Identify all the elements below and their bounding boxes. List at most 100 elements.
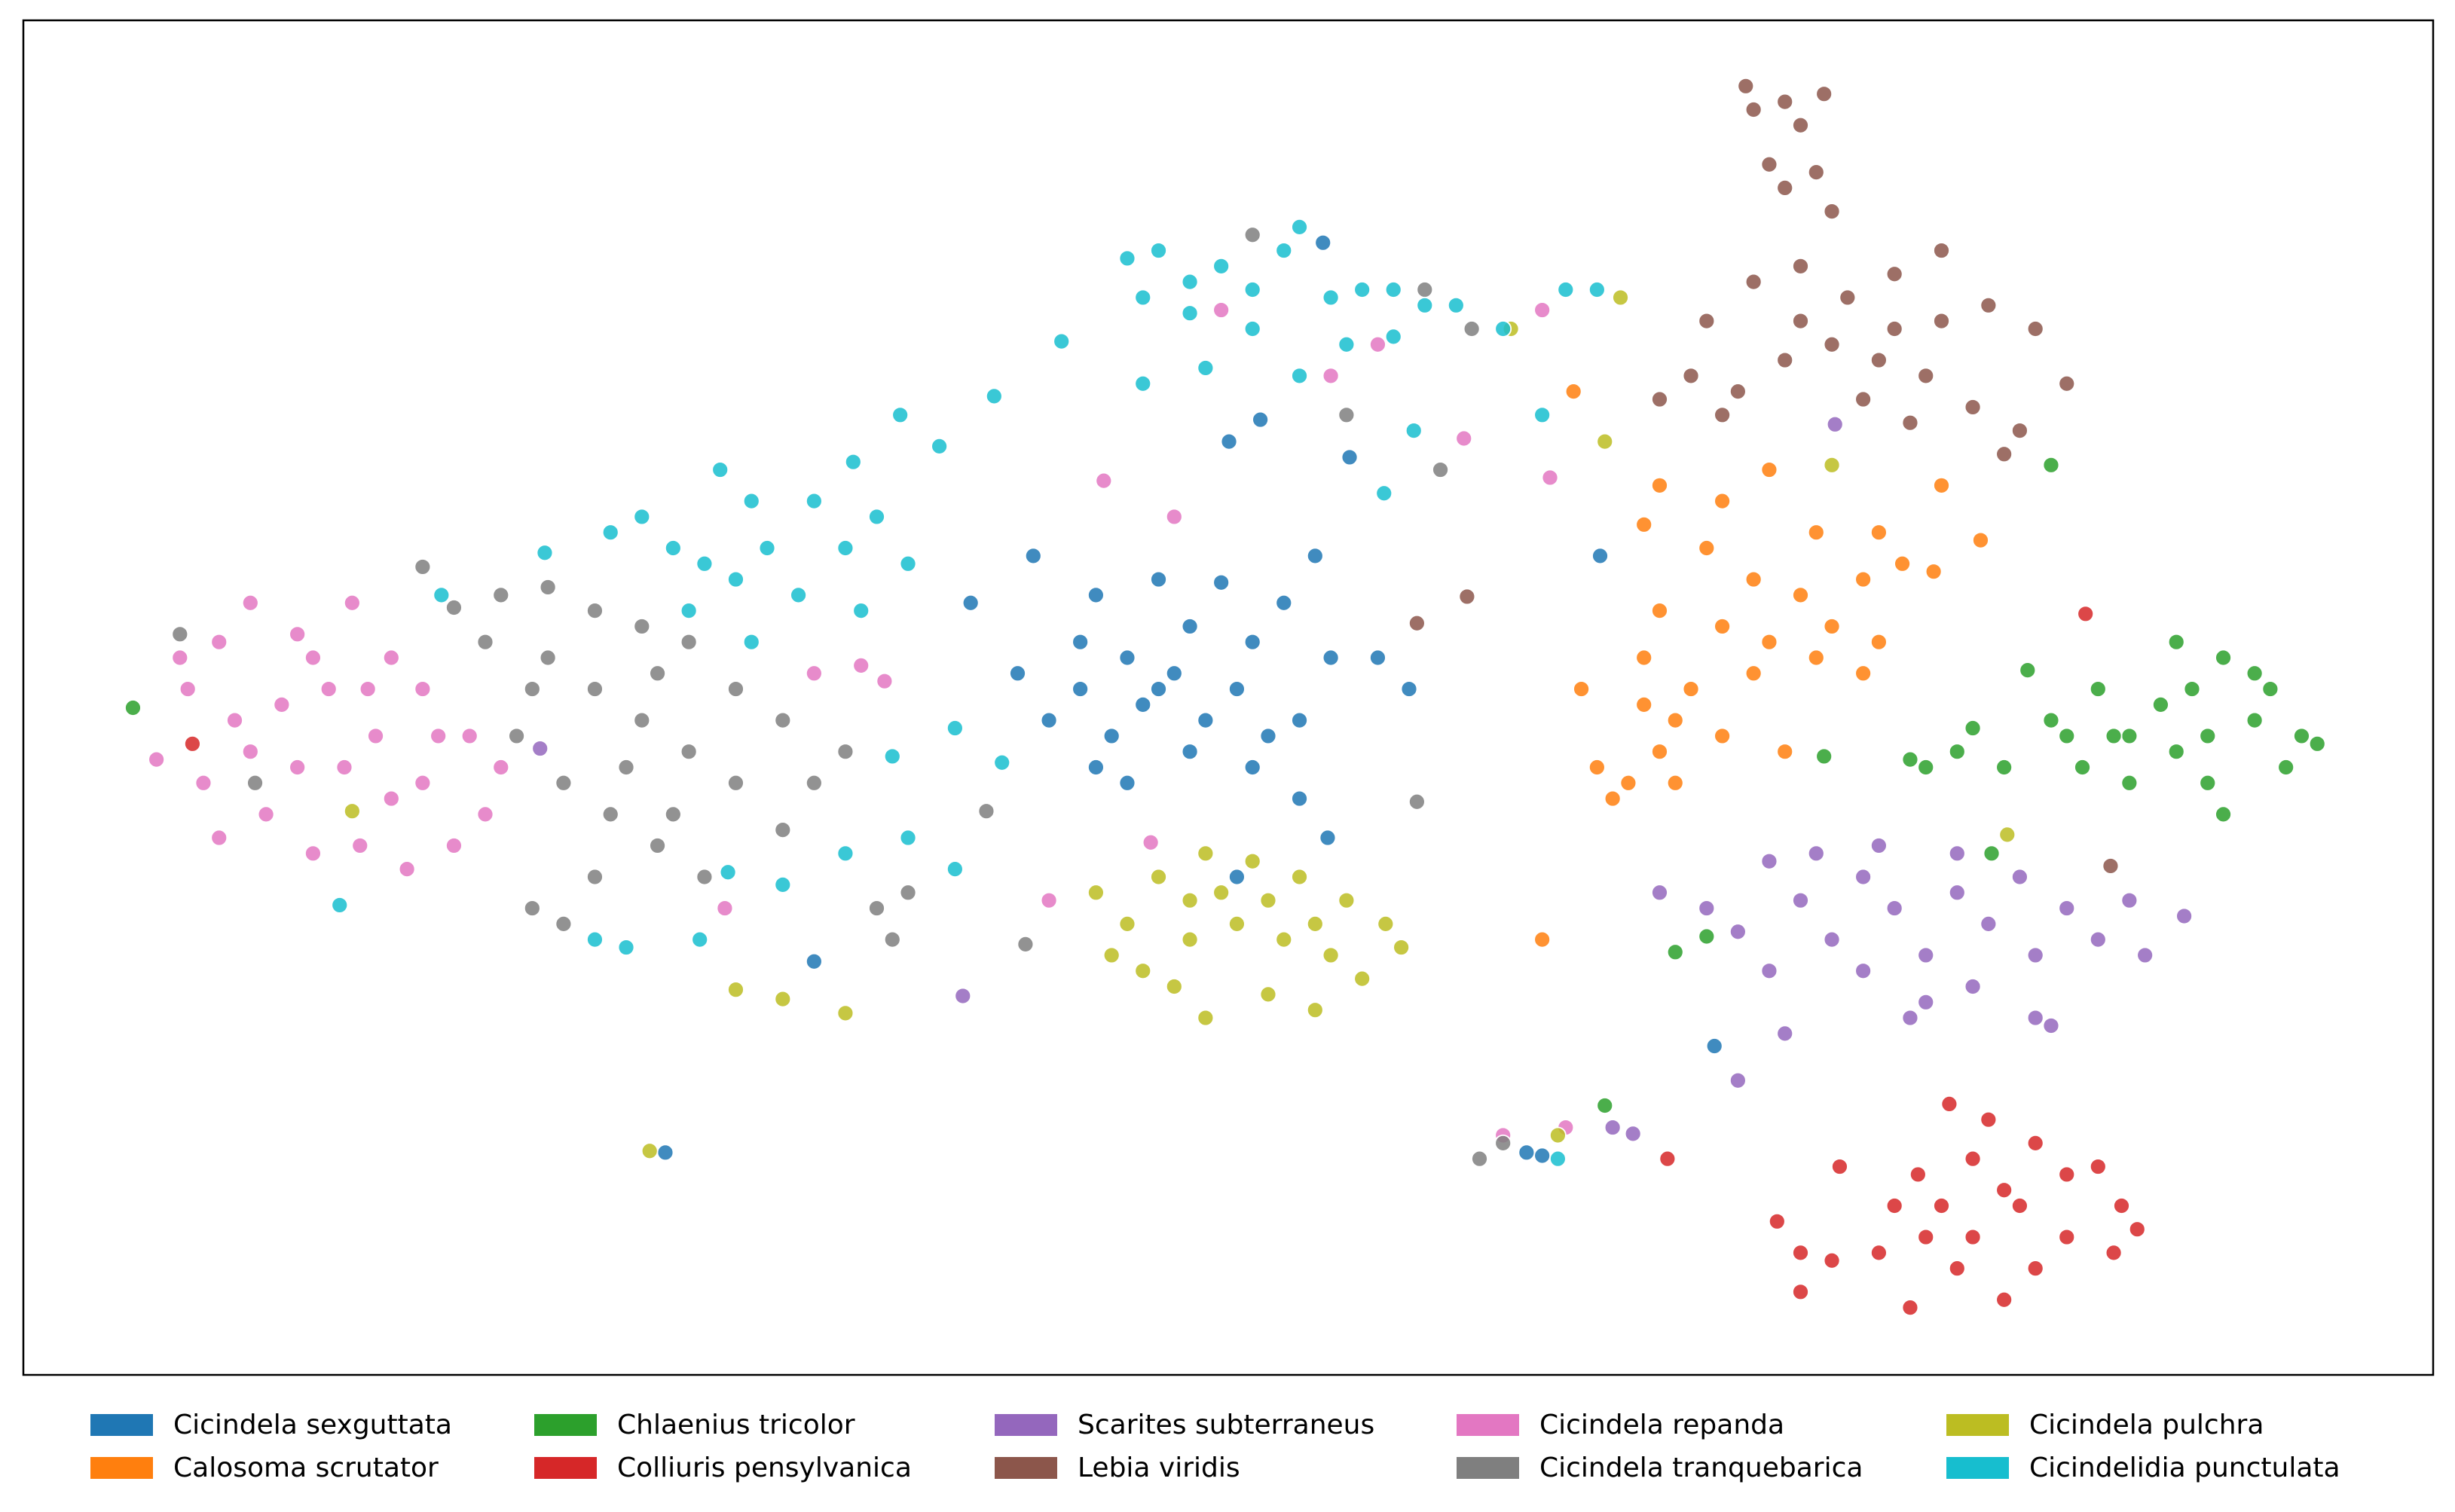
point — [1322, 946, 1340, 964]
point — [2089, 930, 2107, 948]
point — [2058, 900, 2076, 917]
point — [891, 406, 910, 424]
legend-label: Lebia viridis — [1078, 1452, 1240, 1483]
point — [1314, 234, 1332, 252]
point — [1964, 1150, 1982, 1168]
point — [460, 727, 478, 745]
point — [1197, 1009, 1215, 1027]
point — [445, 837, 463, 854]
point — [1291, 868, 1308, 886]
point — [210, 633, 228, 651]
point — [2308, 735, 2326, 753]
point — [696, 554, 714, 573]
legend-label: Scarites subterraneus — [1078, 1410, 1374, 1440]
point — [539, 649, 557, 667]
point — [1150, 570, 1167, 588]
point — [430, 727, 448, 745]
legend-label: Chlaenius tricolor — [617, 1410, 855, 1440]
point — [1624, 1125, 1642, 1143]
point — [993, 753, 1011, 771]
point — [1901, 1299, 1919, 1317]
point — [241, 594, 259, 612]
point — [1815, 747, 1833, 765]
point — [1972, 531, 1989, 549]
point — [1134, 695, 1152, 713]
point — [2277, 759, 2295, 776]
point — [633, 618, 651, 635]
plot-frame — [22, 19, 2435, 1376]
point — [1792, 116, 1809, 134]
point — [1980, 915, 1998, 933]
point — [899, 554, 917, 573]
point — [1220, 432, 1238, 451]
point — [1714, 727, 1732, 745]
point — [194, 774, 212, 792]
point — [1714, 618, 1732, 635]
point — [985, 387, 1003, 405]
point — [1744, 570, 1763, 588]
point — [1243, 226, 1261, 244]
point — [2011, 422, 2029, 439]
point — [1573, 680, 1590, 698]
point — [1682, 367, 1700, 385]
point — [1338, 335, 1356, 353]
point — [1792, 1244, 1809, 1262]
point — [1666, 774, 1684, 792]
point — [1823, 1251, 1841, 1269]
point — [1541, 469, 1559, 487]
point — [1983, 845, 2001, 863]
point — [1651, 602, 1668, 620]
point — [1823, 335, 1841, 353]
point — [1095, 472, 1113, 490]
point — [1901, 414, 1919, 432]
point — [351, 837, 369, 854]
point — [586, 868, 604, 886]
point — [2261, 680, 2279, 698]
point — [601, 805, 619, 823]
point — [1118, 649, 1136, 667]
point — [1533, 1147, 1552, 1165]
point — [1588, 759, 1606, 776]
point — [1458, 588, 1476, 606]
point — [1933, 312, 1950, 330]
point — [1948, 845, 1966, 863]
legend-swatch — [534, 1457, 597, 1479]
point — [246, 774, 264, 792]
point — [1259, 985, 1277, 1003]
point — [1964, 399, 1982, 416]
point — [1518, 1144, 1536, 1162]
legend-swatch — [534, 1414, 597, 1436]
point — [931, 437, 949, 455]
point — [1885, 900, 1903, 917]
point — [1776, 351, 1794, 369]
point — [742, 492, 760, 510]
point — [257, 805, 275, 823]
point — [1181, 618, 1199, 635]
legend-label: Colliuris pensylvanica — [617, 1452, 912, 1483]
point — [2026, 946, 2044, 964]
point — [805, 492, 823, 510]
legend-label: Cicindela sexguttata — [173, 1410, 452, 1440]
point — [1319, 829, 1337, 847]
point — [1807, 524, 1825, 542]
point — [1165, 508, 1183, 526]
point — [1995, 445, 2013, 463]
point — [2077, 605, 2095, 623]
point — [1776, 743, 1794, 761]
point — [2113, 1197, 2130, 1214]
point — [2128, 1220, 2146, 1239]
point — [1338, 891, 1356, 909]
point — [836, 1004, 855, 1022]
point — [1134, 289, 1152, 307]
point — [1698, 312, 1716, 330]
point — [1917, 946, 1935, 964]
point — [1917, 367, 1935, 385]
point — [539, 579, 557, 596]
point — [1714, 492, 1732, 510]
point — [1744, 101, 1763, 118]
point — [1384, 281, 1402, 298]
legend-label: Cicindela tranquebarica — [1539, 1452, 1863, 1483]
point — [1823, 930, 1841, 948]
point — [433, 586, 451, 604]
point — [1885, 320, 1903, 338]
